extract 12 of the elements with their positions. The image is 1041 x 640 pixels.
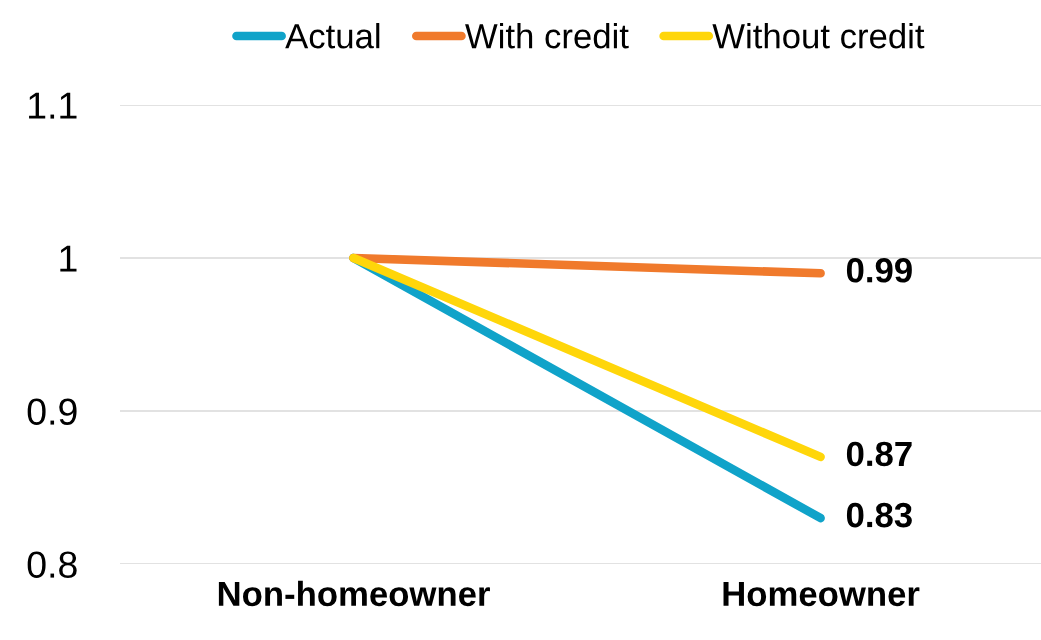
x-tick-label: Homeowner [723,581,920,607]
legend-label: With credit [465,23,629,49]
y-tick-label: 1.1 [29,92,77,119]
data-label: 0.99 [846,258,912,283]
y-tick-label: 0.9 [27,398,77,425]
legend-label: Actual [285,23,380,49]
y-tick-label: 0.8 [27,551,77,578]
y-tick-label: 1 [60,245,77,272]
legend-label: Without credit [712,23,925,49]
data-label: 0.87 [846,441,912,467]
data-label: 0.83 [846,502,912,528]
x-tick-label: Non-homeowner [218,580,490,607]
